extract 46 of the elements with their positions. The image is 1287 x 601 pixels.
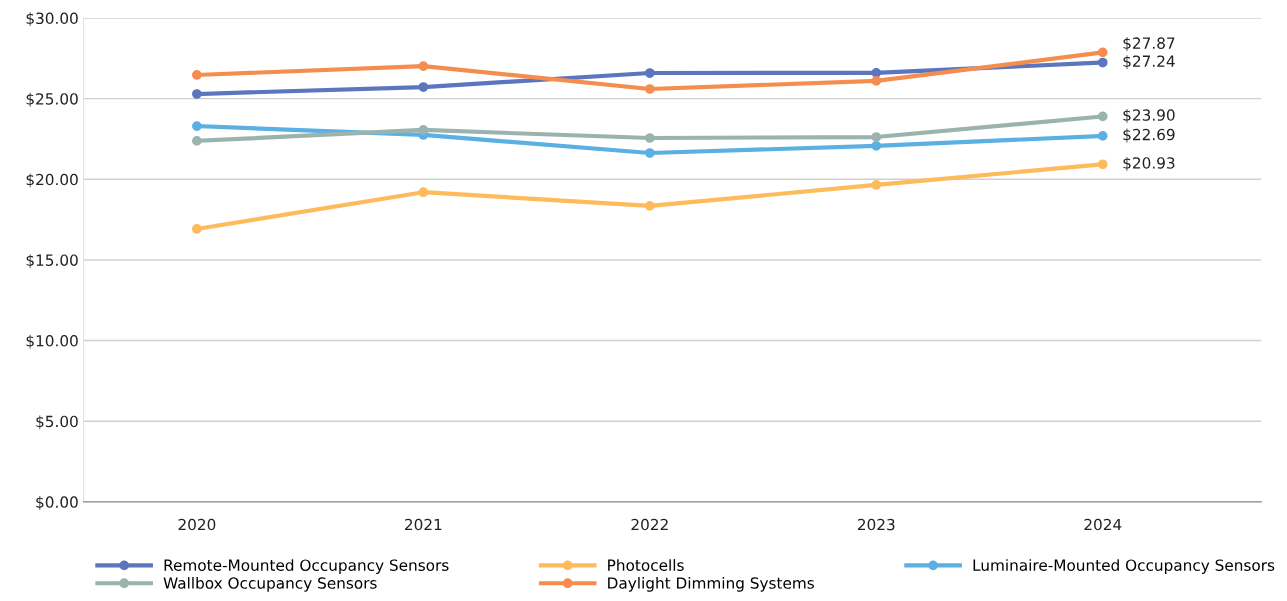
legend-label: Photocells	[608, 559, 684, 571]
data-label: $20.93	[1123, 156, 1175, 171]
y-tick-label: $30.00	[26, 12, 78, 27]
x-tick-label: 2023	[857, 518, 895, 531]
point	[1097, 159, 1108, 170]
point	[192, 121, 202, 131]
x-tick-label: 2024	[1084, 518, 1122, 531]
legend-label: Luminaire-Mounted Occupancy Sensors	[973, 559, 1275, 574]
x-tick-label: 2020	[178, 518, 216, 531]
point	[418, 125, 429, 135]
y-tick-label: $0.00	[36, 496, 78, 510]
point	[192, 136, 202, 146]
point	[871, 180, 882, 190]
point	[418, 82, 429, 92]
x-tick-label: 2021	[405, 518, 442, 531]
y-tick-label: $20.00	[26, 173, 78, 188]
point	[1097, 47, 1108, 58]
point	[1097, 111, 1108, 122]
point	[192, 224, 202, 234]
legend-label: Daylight Dimming Systems	[608, 576, 814, 592]
legend-label: Remote-Mounted Occupancy Sensors	[164, 559, 449, 574]
point	[418, 61, 429, 71]
y-tick-label: $15.00	[26, 254, 78, 268]
y-tick-label: $10.00	[26, 334, 78, 349]
data-label: $27.24	[1123, 55, 1175, 69]
data-label: $27.87	[1123, 37, 1175, 51]
point	[871, 76, 882, 86]
legend-label: Wallbox Occupancy Sensors	[163, 576, 377, 592]
point	[871, 132, 882, 142]
data-label: $22.69	[1123, 128, 1175, 143]
point	[192, 89, 202, 99]
point	[644, 148, 655, 158]
point	[644, 84, 655, 94]
point	[1097, 131, 1108, 141]
y-tick-label: $25.00	[26, 92, 78, 107]
point	[871, 141, 882, 151]
data-label: $23.90	[1123, 109, 1175, 123]
point	[192, 70, 202, 80]
point	[644, 133, 655, 143]
y-tick-label: $5.00	[36, 415, 78, 430]
point	[871, 67, 882, 78]
point	[644, 68, 655, 78]
point	[418, 187, 429, 198]
point	[1097, 57, 1108, 68]
point	[644, 201, 655, 211]
x-tick-label: 2022	[631, 518, 668, 531]
